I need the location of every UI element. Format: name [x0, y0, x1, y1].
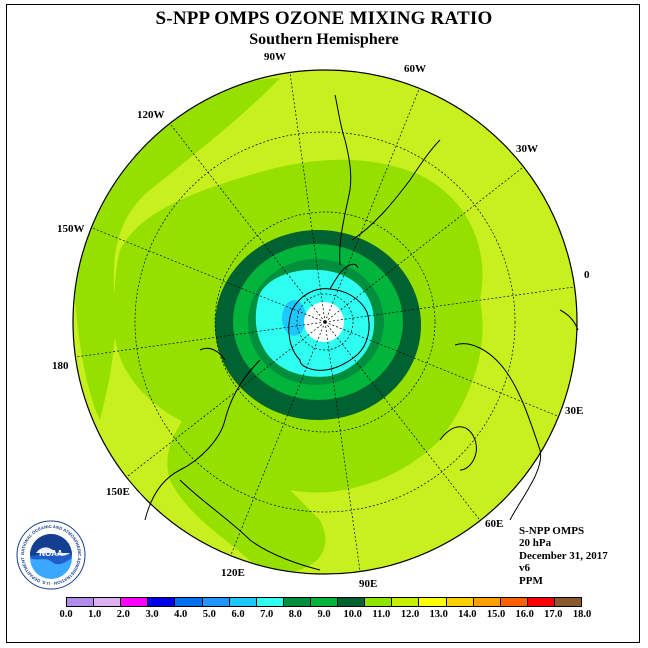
meridian-line: [324, 321, 559, 417]
meridian-line: [75, 321, 326, 358]
meridian-line: [324, 88, 420, 323]
meridian-line: [324, 321, 361, 572]
colorbar-swatch: [229, 598, 257, 606]
colorbar-swatch: [94, 598, 122, 606]
colorbar-swatch: [527, 598, 555, 606]
colorbar-tick-label: 12.0: [400, 609, 420, 620]
colorbar-tick-label: 1.0: [88, 609, 102, 620]
lon-label-60e: 60E: [485, 518, 504, 530]
noaa-logo: NATIONAL OCEANIC AND ATMOSPHERIC ADMINIS…: [16, 520, 86, 590]
colorbar-tick-label: 3.0: [145, 609, 159, 620]
colorbar-tick-label: 8.0: [288, 609, 302, 620]
colorbar-swatch: [121, 598, 149, 606]
lon-label-30e: 30E: [565, 405, 584, 417]
page-title: S-NPP OMPS OZONE MIXING RATIO: [155, 8, 493, 29]
colorbar: [66, 597, 582, 607]
meridian-line: [289, 72, 326, 323]
colorbar-swatch: [148, 598, 176, 606]
latitude-circle: [134, 131, 516, 513]
info-block: S-NPP OMPS 20 hPa December 31, 2017 v6 P…: [519, 525, 608, 587]
latitude-circle: [214, 211, 436, 433]
lon-label-0: 0: [584, 269, 590, 281]
figure-frame: [6, 4, 640, 643]
meridian-line: [126, 321, 326, 478]
colorbar-tick-label: 15.0: [486, 609, 506, 620]
info-instrument: S-NPP OMPS: [519, 525, 585, 537]
colorbar-swatch: [446, 598, 474, 606]
meridian-line: [91, 227, 326, 323]
meridian-line: [169, 123, 326, 323]
meridian-line: [230, 321, 326, 556]
lon-label-150w: 150W: [57, 223, 85, 235]
map-boundary: [72, 69, 578, 575]
colorbar-tick-label: 16.0: [515, 609, 534, 620]
graticule: [75, 72, 575, 572]
colorbar-swatch: [283, 598, 311, 606]
colorbar-swatch: [392, 598, 420, 606]
colorbar-tick-label: 14.0: [458, 609, 477, 620]
colorbar-swatch: [67, 598, 95, 606]
logo-text: NOAA: [39, 549, 63, 558]
lon-label-60w: 60W: [404, 63, 426, 75]
meridian-line: [324, 286, 575, 323]
colorbar-tick-label: 18.0: [572, 609, 592, 620]
colorbar-swatch: [256, 598, 284, 606]
colorbar-tick-label: 5.0: [202, 609, 216, 620]
info-date: December 31, 2017: [519, 549, 608, 562]
colorbar-swatch: [554, 598, 582, 606]
colorbar-tick-label: 7.0: [260, 609, 274, 620]
lon-label-90w: 90W: [264, 51, 286, 63]
colorbar-tick-label: 0.0: [59, 609, 73, 620]
latitude-circle: [296, 293, 354, 351]
colorbar-swatch: [500, 598, 528, 606]
colorbar-swatch: [175, 598, 203, 606]
colorbar-swatch: [202, 598, 230, 606]
lon-label-180: 180: [52, 360, 69, 372]
ozone-band-11: [167, 400, 326, 573]
lon-label-90e: 90E: [359, 578, 378, 590]
colorbar-swatch: [419, 598, 447, 606]
colorbar-swatch: [365, 598, 393, 606]
colorbar-swatch: [338, 598, 366, 606]
colorbar-tick-label: 11.0: [372, 609, 391, 620]
colorbar-swatch: [310, 598, 339, 606]
coastlines: [144, 94, 579, 571]
colorbar-tick-label: 2.0: [116, 609, 130, 620]
colorbar-tick-label: 6.0: [231, 609, 245, 620]
info-level: 20 hPa: [519, 537, 552, 550]
lon-label-150e: 150E: [106, 486, 130, 498]
colorbar-tick-label: 13.0: [429, 609, 448, 620]
info-version: v6: [519, 562, 530, 575]
lon-label-30w: 30W: [516, 143, 538, 155]
colorbar-tick-label: 4.0: [174, 609, 188, 620]
colorbar-swatch: [473, 598, 501, 606]
map-disc: [73, 70, 577, 574]
lon-label-120e: 120E: [221, 567, 245, 579]
info-units: PPM: [519, 574, 543, 587]
lon-label-120w: 120W: [137, 109, 165, 121]
colorbar-tick-label: 10.0: [343, 609, 362, 620]
page-subtitle: Southern Hemisphere: [249, 31, 399, 48]
colorbar-tick-label: 9.0: [317, 609, 331, 620]
colorbar-tick-label: 17.0: [544, 609, 563, 620]
